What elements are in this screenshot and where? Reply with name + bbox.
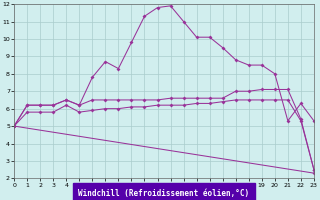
X-axis label: Windchill (Refroidissement éolien,°C): Windchill (Refroidissement éolien,°C) <box>78 189 250 198</box>
